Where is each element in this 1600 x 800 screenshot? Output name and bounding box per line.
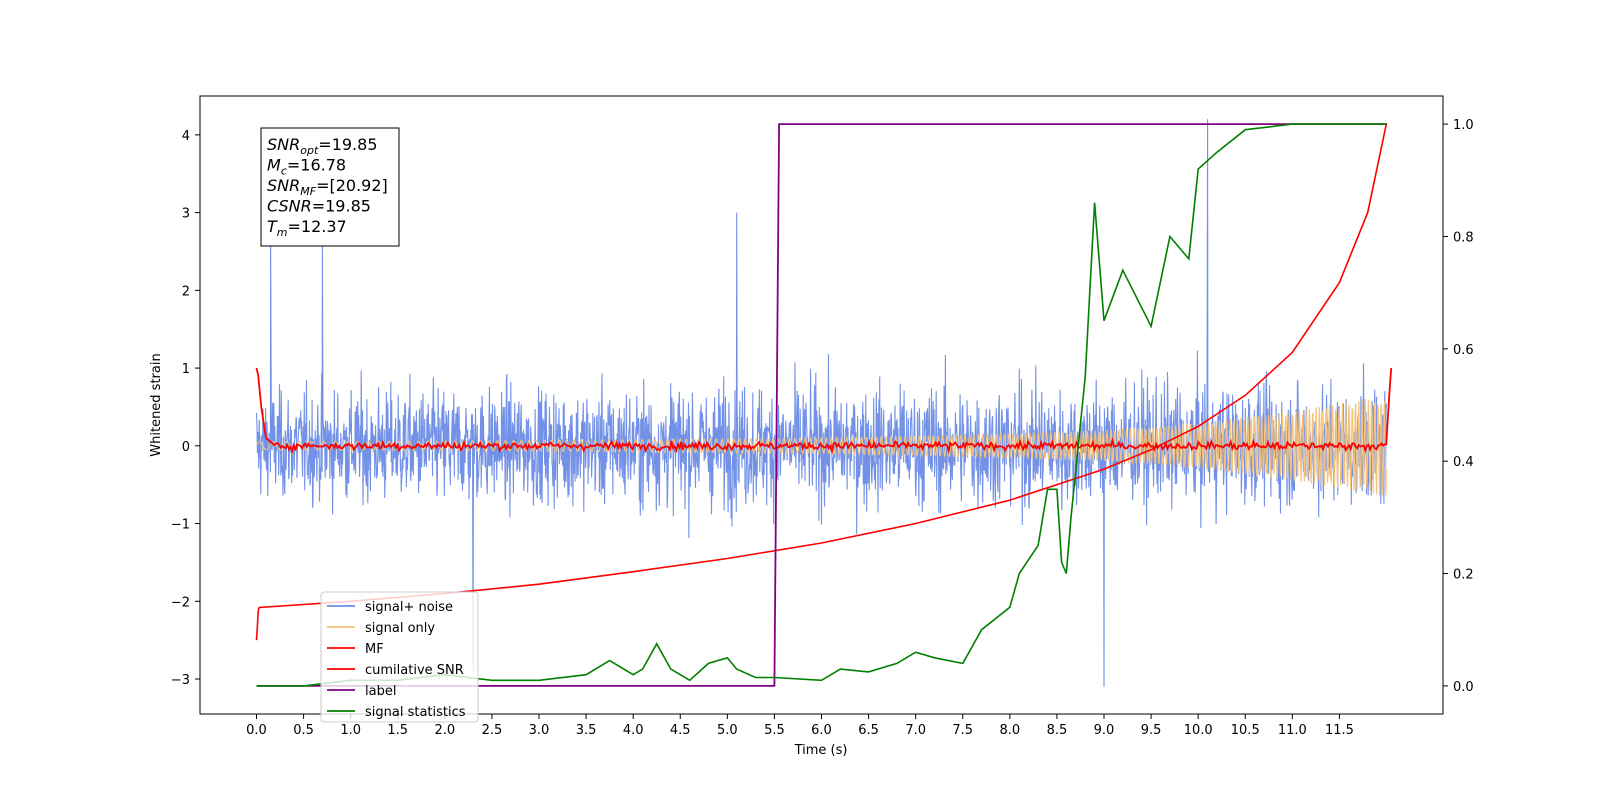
annotation-value: =16.78: [287, 156, 346, 175]
x-tick-label: 10.0: [1184, 723, 1213, 738]
legend-entry: signal statistics: [365, 705, 466, 720]
y-tick-label: 2: [182, 284, 190, 299]
annotation-line: Mc=16.78: [267, 156, 346, 178]
y-tick-label: 4: [182, 129, 190, 144]
y2-tick-label: 0.8: [1453, 230, 1474, 245]
annotation-subscript: opt: [300, 144, 319, 157]
legend-entry: signal+ noise: [365, 600, 453, 615]
annotation-line: SNRMF=[20.92]: [267, 176, 388, 198]
annotation-value: =19.85: [318, 135, 377, 154]
x-tick-label: 5.5: [764, 723, 785, 738]
series-cumulative-snr: [255, 123, 1388, 641]
y-tick-label: 1: [182, 362, 190, 377]
x-tick-label: 8.0: [999, 723, 1020, 738]
annotation-box: SNRopt=19.85Mc=16.78SNRMF=[20.92]CSNR=19…: [260, 127, 400, 247]
x-tick-label: 3.0: [529, 723, 550, 738]
legend-entry: MF: [365, 642, 384, 657]
x-tick-label: 11.0: [1278, 723, 1307, 738]
x-tick-label: 4.0: [623, 723, 644, 738]
x-tick-label: 1.5: [387, 723, 408, 738]
series-label: [256, 123, 1387, 687]
annotation-line: CSNR=19.85: [267, 197, 371, 216]
x-tick-label: 2.5: [482, 723, 503, 738]
x-tick-label: 0.0: [246, 723, 267, 738]
annotation-line: Tm=12.37: [267, 217, 347, 239]
series-signal-statistics: [256, 123, 1387, 687]
annotation-value: =[20.92]: [316, 176, 388, 195]
y-tick-label: −3: [171, 673, 190, 688]
annotation-subscript: MF: [300, 185, 316, 198]
x-tick-label: 7.5: [952, 723, 973, 738]
legend-entry: signal only: [365, 621, 435, 636]
y-axis-left: −3 −2 −1 0 1 2 3 4: [171, 129, 200, 688]
annotation-frame: [260, 127, 400, 247]
x-axis: 0.0 0.5 1.0 1.5 2.0 2.5 3.0 3.5 4.0 4.5 5.0 5.5 6.0 6…: [246, 714, 1354, 738]
annotation-subscript: c: [281, 165, 287, 178]
x-tick-label: 8.5: [1047, 723, 1068, 738]
y2-tick-label: 0.4: [1453, 455, 1474, 470]
y2-tick-label: 0.6: [1453, 343, 1474, 358]
y2-tick-label: 0.0: [1453, 680, 1474, 695]
annotation-symbol: CSNR: [267, 197, 312, 216]
x-tick-label: 4.5: [670, 723, 691, 738]
x-tick-label: 1.0: [340, 723, 361, 738]
y2-tick-label: 1.0: [1453, 118, 1474, 133]
annotation-symbol: SNR: [267, 176, 300, 195]
y2-tick-label: 0.2: [1453, 568, 1474, 583]
x-axis-label: Time (s): [794, 743, 848, 758]
x-tick-label: 6.5: [858, 723, 879, 738]
annotation-symbol: M: [267, 156, 281, 175]
x-tick-label: 3.5: [576, 723, 597, 738]
y-tick-label: −1: [171, 518, 190, 533]
x-tick-label: 0.5: [293, 723, 314, 738]
annotation-line: SNRopt=19.85: [267, 135, 378, 157]
legend-entry: label: [365, 684, 396, 699]
annotation-symbol: SNR: [267, 135, 300, 154]
legend: signal+ noise signal only MF cumilative SNR…: [320, 591, 479, 723]
x-tick-label: 11.5: [1325, 723, 1354, 738]
annotation-symbol: T: [267, 217, 278, 236]
annotation-subscript: m: [277, 226, 288, 239]
y-tick-label: −2: [171, 595, 190, 610]
x-tick-label: 6.0: [811, 723, 832, 738]
x-tick-label: 9.0: [1094, 723, 1115, 738]
annotation-value: =19.85: [312, 197, 371, 216]
x-tick-label: 2.0: [434, 723, 455, 738]
y-axis-right: 0.0 0.2 0.4 0.6 0.8 1.0: [1443, 118, 1474, 695]
x-tick-label: 7.0: [905, 723, 926, 738]
legend-entry: cumilative SNR: [365, 663, 464, 678]
x-tick-label: 5.0: [717, 723, 738, 738]
legend-frame: [320, 591, 479, 723]
x-tick-label: 9.5: [1141, 723, 1162, 738]
y-tick-label: 0: [182, 440, 190, 455]
x-tick-label: 10.5: [1231, 723, 1260, 738]
y-tick-label: 3: [182, 207, 190, 222]
annotation-value: =12.37: [288, 217, 347, 236]
series-signal-only: [256, 398, 1388, 496]
y-axis-label: Whitened strain: [149, 353, 164, 456]
series-mf: [255, 367, 1393, 455]
